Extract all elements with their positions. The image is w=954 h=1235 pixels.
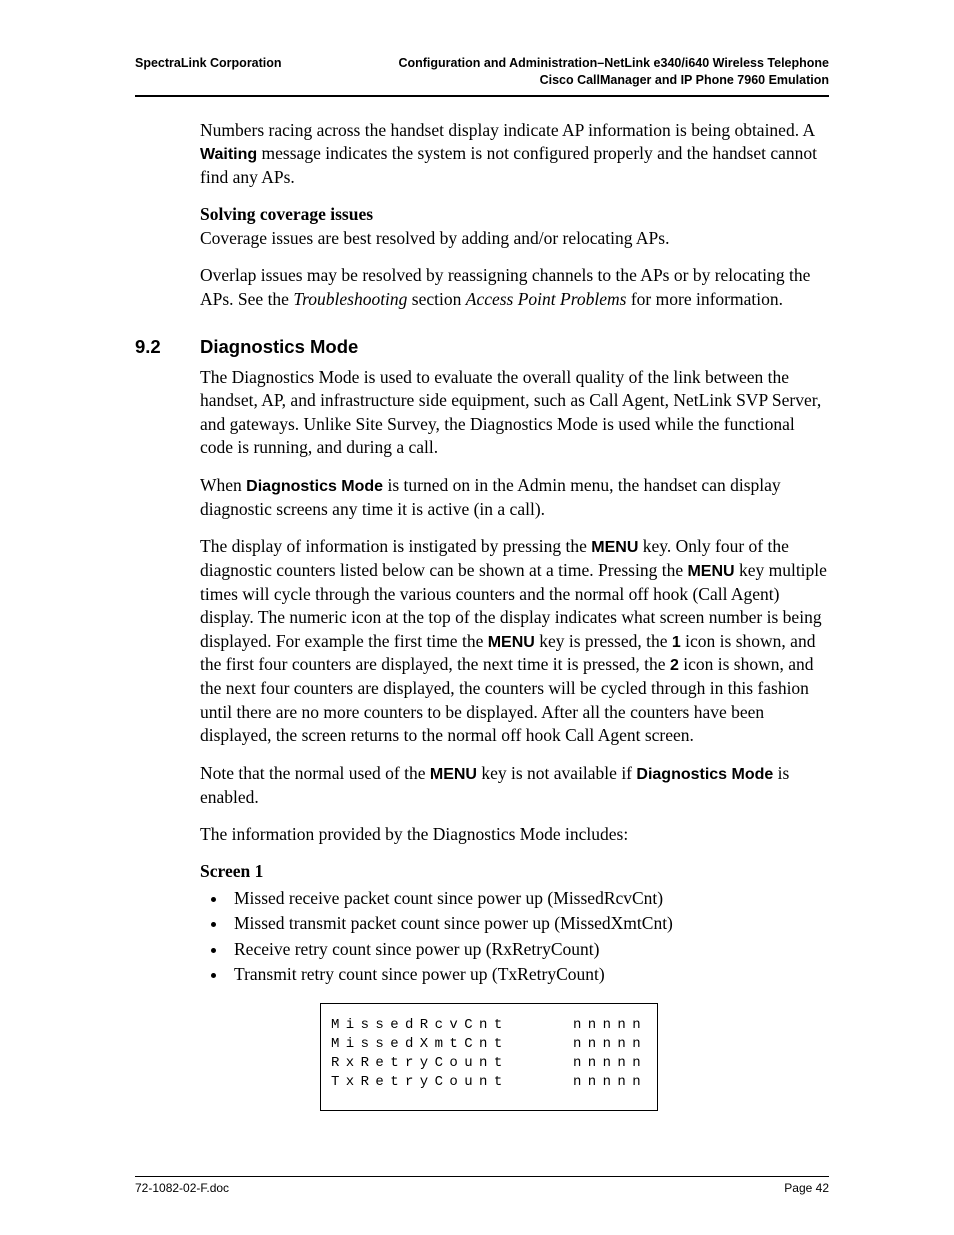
screen-1-list: Missed receive packet count since power … [200,886,829,988]
display-label: MissedRcvCnt [331,1016,509,1035]
header-left: SpectraLink Corporation [135,55,282,89]
text: message indicates the system is not conf… [200,143,817,187]
text: key is pressed, the [535,631,672,651]
page-footer: 72-1082-02-F.doc Page 42 [135,1176,829,1195]
text: section [407,289,465,309]
menu-key-label: MENU [488,634,535,651]
display-value: nnnnn [573,1054,647,1073]
two-icon-label: 2 [670,657,679,674]
screen-1-heading: Screen 1 [200,861,829,882]
menu-key-label: MENU [687,563,734,580]
text: Note that the normal used of the [200,763,430,783]
display-label: TxRetryCount [331,1073,509,1092]
header-right-line1: Configuration and Administration–NetLink… [398,55,829,72]
intro-para-3: Overlap issues may be resolved by reassi… [200,264,829,311]
display-row: RxRetryCount nnnnn [331,1054,647,1073]
display-row: MissedXmtCnt nnnnn [331,1035,647,1054]
display-value: nnnnn [573,1035,647,1054]
list-item: Receive retry count since power up (RxRe… [228,937,829,962]
display-row: TxRetryCount nnnnn [331,1073,647,1092]
display-row: MissedRcvCnt nnnnn [331,1016,647,1035]
section-para-1: The Diagnostics Mode is used to evaluate… [200,366,829,461]
text: for more information. [626,289,782,309]
section-para-3: The display of information is instigated… [200,535,829,748]
text: key is not available if [477,763,636,783]
handset-display: MissedRcvCnt nnnnn MissedXmtCnt nnnnn Rx… [320,1003,658,1111]
one-icon-label: 1 [672,634,681,651]
section-para-4: Note that the normal used of the MENU ke… [200,762,829,809]
footer-page-number: Page 42 [784,1181,829,1195]
text: Numbers racing across the handset displa… [200,120,814,140]
intro-para-2: Coverage issues are best resolved by add… [200,227,829,251]
header-right: Configuration and Administration–NetLink… [398,55,829,89]
text: The display of information is instigated… [200,536,591,556]
display-label: MissedXmtCnt [331,1035,509,1054]
diagnostics-mode-label: Diagnostics Mode [246,478,383,495]
menu-key-label: MENU [430,766,477,783]
access-point-problems-ref: Access Point Problems [466,289,627,309]
header-right-line2: Cisco CallManager and IP Phone 7960 Emul… [398,72,829,89]
page: SpectraLink Corporation Configuration an… [0,0,954,1235]
menu-key-label: MENU [591,539,638,556]
section-title: Diagnostics Mode [200,336,358,358]
section-heading: 9.2 Diagnostics Mode [200,336,829,358]
page-header: SpectraLink Corporation Configuration an… [135,55,829,97]
content: Numbers racing across the handset displa… [135,119,829,1111]
section-para-2: When Diagnostics Mode is turned on in th… [200,474,829,521]
intro-para-1: Numbers racing across the handset displa… [200,119,829,190]
display-value: nnnnn [573,1016,647,1035]
list-item: Missed receive packet count since power … [228,886,829,911]
section-para-5: The information provided by the Diagnost… [200,823,829,847]
diagnostics-mode-label: Diagnostics Mode [636,766,773,783]
footer-doc-id: 72-1082-02-F.doc [135,1181,229,1195]
waiting-label: Waiting [200,146,257,163]
display-label: RxRetryCount [331,1054,509,1073]
list-item: Transmit retry count since power up (TxR… [228,962,829,987]
troubleshooting-ref: Troubleshooting [293,289,407,309]
display-value: nnnnn [573,1073,647,1092]
section-number: 9.2 [135,336,200,358]
list-item: Missed transmit packet count since power… [228,911,829,936]
solving-coverage-heading: Solving coverage issues [200,204,829,225]
text: When [200,475,246,495]
